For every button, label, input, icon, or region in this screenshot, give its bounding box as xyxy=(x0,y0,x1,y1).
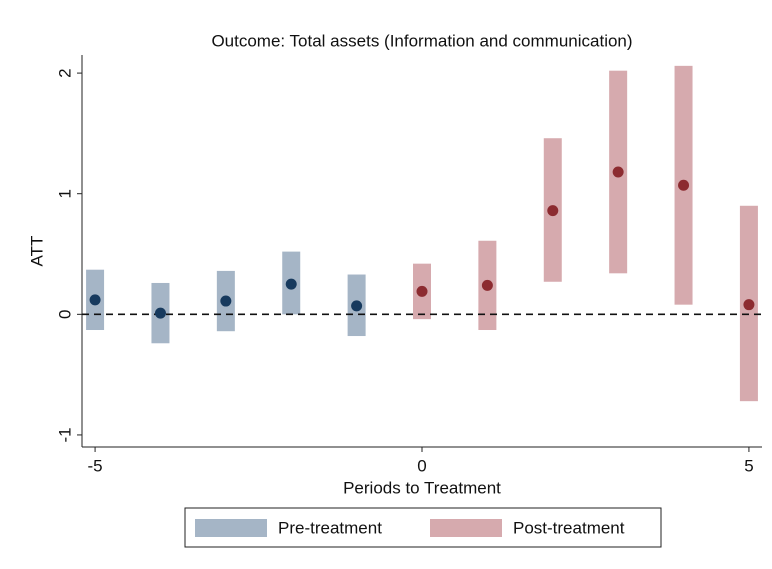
y-axis-label: ATT xyxy=(27,236,46,267)
point xyxy=(351,300,363,312)
point xyxy=(154,307,166,319)
point xyxy=(743,299,755,311)
point xyxy=(481,279,493,291)
point xyxy=(416,285,428,297)
y-tick-label: -1 xyxy=(55,427,74,442)
legend-label: Pre-treatment xyxy=(278,518,382,537)
x-tick-label: -5 xyxy=(88,456,103,475)
y-tick-label: 2 xyxy=(55,68,74,77)
legend-label: Post-treatment xyxy=(513,518,625,537)
y-tick-label: 0 xyxy=(55,310,74,319)
point xyxy=(678,179,690,191)
point xyxy=(89,294,101,306)
point xyxy=(285,278,297,290)
x-tick-label: 5 xyxy=(744,456,753,475)
point xyxy=(547,205,559,217)
legend-swatch xyxy=(195,519,267,537)
point xyxy=(612,166,624,178)
legend-swatch xyxy=(430,519,502,537)
x-axis-label: Periods to Treatment xyxy=(343,478,501,497)
point xyxy=(220,295,232,307)
y-tick-label: 1 xyxy=(55,189,74,198)
chart-title: Outcome: Total assets (Information and c… xyxy=(211,31,632,50)
x-tick-label: 0 xyxy=(417,456,426,475)
